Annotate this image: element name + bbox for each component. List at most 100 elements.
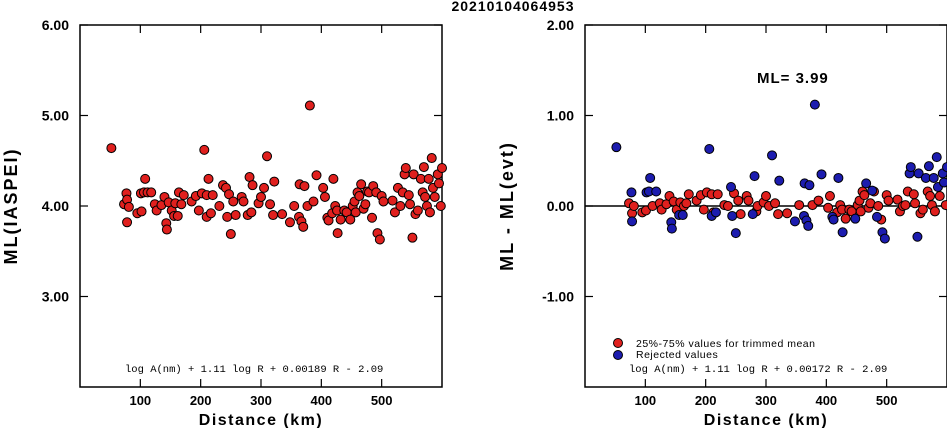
- data-point: [403, 190, 414, 201]
- x-tick-label: 400: [310, 393, 332, 408]
- right-formula: log A(nm) + 1.11 log R + 0.00172 R - 2.0…: [629, 364, 887, 376]
- y-tick-label: 3.00: [42, 289, 69, 305]
- data-point: [378, 196, 389, 207]
- rejected-point: [833, 172, 844, 183]
- data-point: [681, 198, 692, 209]
- data-point: [892, 194, 903, 205]
- x-tick-label: 500: [876, 393, 898, 408]
- data-point: [400, 162, 411, 173]
- data-point: [259, 182, 270, 193]
- data-point: [222, 211, 233, 222]
- data-point: [424, 207, 435, 218]
- data-point: [284, 217, 295, 228]
- data-point: [299, 181, 310, 192]
- data-point: [910, 198, 921, 209]
- rejected-point: [931, 152, 942, 163]
- data-point: [230, 210, 241, 221]
- rejected-point: [809, 99, 820, 110]
- data-point: [262, 151, 273, 162]
- rejected-point: [816, 169, 827, 180]
- x-tick-label: 400: [815, 393, 837, 408]
- data-point: [335, 214, 346, 225]
- y-tick-label: 0.00: [547, 198, 574, 214]
- x-tick-label: 200: [190, 393, 212, 408]
- left-x-axis: 100 200 300 400 500: [129, 25, 393, 408]
- data-point: [354, 191, 365, 202]
- data-point: [289, 201, 300, 211]
- rejected-point: [872, 211, 883, 222]
- data-point: [435, 201, 446, 211]
- data-point: [161, 224, 172, 235]
- data-point: [698, 204, 709, 215]
- legend: 25%-75% values for trimmed mean Rejected…: [613, 338, 816, 361]
- ml-annotation: ML= 3.99: [757, 70, 829, 87]
- right-chart: -1.00 0.00 1.00 2.00 100 200 300 400 500 ML= 3.…: [497, 17, 947, 428]
- rejected-point: [850, 213, 861, 224]
- data-point: [722, 201, 733, 211]
- figure-title: 20210104064953: [451, 0, 574, 14]
- left-points: [106, 100, 447, 245]
- left-y-label: ML(IASPEI): [1, 148, 21, 265]
- legend-rejected-label: Rejected values: [636, 349, 718, 361]
- data-point: [268, 210, 279, 221]
- data-point: [883, 195, 894, 206]
- data-point: [407, 232, 418, 243]
- data-point: [733, 195, 744, 206]
- rejected-point: [923, 161, 934, 172]
- rejected-point: [726, 181, 737, 192]
- rejected-point: [627, 216, 638, 227]
- data-point: [205, 208, 216, 219]
- data-point: [225, 229, 236, 240]
- data-point: [925, 191, 936, 202]
- rejected-point: [912, 231, 923, 242]
- legend-trimmed-label: 25%-75% values for trimmed mean: [636, 338, 816, 350]
- data-point: [172, 210, 183, 221]
- data-point: [735, 209, 746, 220]
- data-point: [178, 190, 189, 201]
- rejected-point: [804, 180, 815, 191]
- data-point: [429, 191, 440, 202]
- data-point: [420, 191, 431, 202]
- data-point: [269, 176, 280, 187]
- data-point: [247, 180, 258, 191]
- data-point: [437, 162, 447, 173]
- y-tick-label: -1.00: [542, 289, 574, 305]
- data-point: [770, 198, 781, 209]
- rejected-point: [666, 223, 677, 234]
- data-point: [374, 234, 385, 245]
- data-point: [405, 199, 416, 210]
- data-point: [712, 189, 723, 200]
- rejected-point: [905, 162, 916, 173]
- data-point: [328, 173, 339, 184]
- data-point: [782, 208, 793, 219]
- rejected-point: [747, 209, 758, 220]
- y-tick-label: 2.00: [547, 17, 574, 33]
- data-point: [773, 209, 784, 220]
- x-tick-label: 500: [371, 393, 393, 408]
- data-point: [214, 201, 225, 211]
- rejected-point: [677, 210, 688, 221]
- y-tick-label: 6.00: [42, 17, 69, 33]
- data-point: [140, 173, 151, 184]
- rejected-point: [789, 216, 800, 227]
- data-point: [743, 195, 754, 206]
- rejected-point: [704, 143, 715, 154]
- data-point: [203, 173, 214, 184]
- x-tick-label: 100: [634, 393, 656, 408]
- data-point: [360, 199, 371, 210]
- rejected-point: [837, 227, 848, 238]
- data-point: [238, 196, 249, 207]
- legend-rejected-marker: [613, 350, 623, 360]
- data-point: [345, 214, 356, 225]
- rejected-point: [710, 207, 721, 218]
- data-point: [136, 206, 147, 217]
- rejected-point: [913, 168, 924, 179]
- data-point: [873, 201, 884, 211]
- rejected-point: [928, 172, 939, 183]
- x-tick-label: 200: [695, 393, 717, 408]
- rejected-point: [803, 220, 814, 231]
- data-point: [940, 200, 947, 211]
- right-y-label: ML - ML(evt): [497, 141, 517, 271]
- data-point: [319, 191, 330, 202]
